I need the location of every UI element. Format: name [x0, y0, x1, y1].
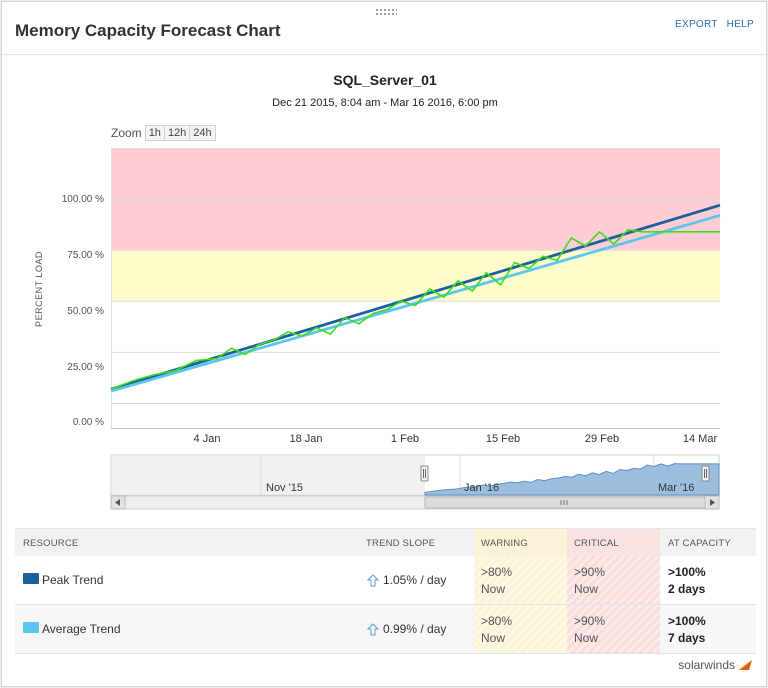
resource-name: Average Trend	[42, 622, 121, 636]
solarwinds-logo: solarwinds	[678, 658, 753, 672]
navigator-area	[424, 463, 720, 496]
col-critical: CRITICAL	[574, 538, 619, 549]
series-swatch	[23, 573, 39, 584]
critical-threshold: >90%	[574, 614, 606, 628]
capacity-time: 7 days	[668, 631, 706, 645]
scrollbar-thumb[interactable]	[424, 496, 706, 509]
x-tick-label: 4 Jan	[194, 433, 221, 445]
export-link[interactable]: EXPORT	[675, 19, 718, 30]
y-tick-label: 0.00 %	[73, 417, 104, 428]
navigator-label: Nov '15	[266, 482, 303, 494]
warning-cell	[474, 556, 567, 604]
capacity-value: >100% 2 days	[668, 564, 706, 598]
trend-slope-value: 0.99% / day	[383, 622, 447, 636]
critical-cell	[567, 556, 660, 604]
x-tick-label: 29 Feb	[585, 433, 619, 445]
trend-slope: 1.05% / day	[367, 573, 446, 587]
critical-time: Now	[574, 582, 599, 596]
arrow-right-icon	[710, 499, 715, 506]
warning-time: Now	[481, 631, 506, 645]
solarwinds-bird-icon	[738, 660, 752, 670]
col-warning: WARNING	[481, 538, 528, 549]
x-tick-label: 18 Jan	[289, 433, 322, 445]
critical-header-bg	[567, 529, 660, 556]
trend-slope: 0.99% / day	[367, 622, 446, 636]
series-swatch	[23, 622, 39, 633]
time-navigator[interactable]: Nov '15 Jan '16 Mar '16	[110, 454, 720, 496]
table-row: Average Trend 0.99% / day >80% Now >90% No…	[15, 605, 756, 654]
col-resource: RESOURCE	[23, 538, 79, 549]
navigator-mask	[111, 455, 425, 495]
trend-table: RESOURCE TREND SLOPE WARNING CRITICAL AT…	[15, 528, 756, 654]
resource-name: Peak Trend	[42, 573, 104, 587]
navigator-label: Jan '16	[464, 482, 499, 494]
navigator-label: Mar '16	[658, 482, 694, 494]
threshold-band	[111, 250, 720, 302]
zoom-controls: Zoom 1h 12h 24h	[111, 125, 216, 141]
critical-value: >90% Now	[574, 613, 605, 647]
threshold-band	[111, 239, 720, 251]
average-trend-line	[110, 214, 721, 393]
critical-cell	[567, 605, 660, 653]
threshold-band	[111, 148, 720, 240]
y-tick-label: 100.00 %	[62, 194, 104, 205]
zoom-label: Zoom	[111, 126, 142, 140]
panel-title: Memory Capacity Forecast Chart	[15, 21, 281, 40]
zoom-24h-button[interactable]: 24h	[189, 125, 216, 141]
table-header: RESOURCE TREND SLOPE WARNING CRITICAL AT…	[15, 528, 756, 556]
y-tick-label: 25.00 %	[67, 362, 104, 373]
warning-cell	[474, 605, 567, 653]
arrow-up-icon	[367, 573, 379, 586]
navigator-right-handle[interactable]	[701, 465, 710, 482]
warning-threshold: >80%	[481, 565, 513, 579]
warning-threshold: >80%	[481, 614, 513, 628]
x-tick-label: 14 Mar	[683, 433, 718, 445]
warning-value: >80% Now	[481, 564, 512, 598]
header-links: EXPORT HELP	[669, 19, 754, 30]
navigator-left-handle[interactable]	[420, 465, 429, 482]
warning-value: >80% Now	[481, 613, 512, 647]
x-tick-label: 1 Feb	[391, 433, 419, 445]
capacity-threshold: >100%	[668, 614, 706, 628]
forecast-chart: 100.00 % 75.00 % 50.00 % 25.00 % 0.00 % …	[34, 148, 721, 510]
trend-slope-value: 1.05% / day	[383, 573, 447, 587]
arrow-up-icon	[367, 622, 379, 635]
panel-header: Memory Capacity Forecast Chart EXPORT HE…	[2, 2, 766, 55]
arrow-left-icon	[115, 499, 120, 506]
y-tick-label: 50.00 %	[67, 306, 104, 317]
capacity-time: 2 days	[668, 582, 706, 596]
table-row: Peak Trend 1.05% / day >80% Now >90% Now >…	[15, 556, 756, 605]
y-tick-label: 75.00 %	[67, 250, 104, 261]
critical-threshold: >90%	[574, 565, 606, 579]
col-at-capacity: AT CAPACITY	[668, 538, 731, 549]
brand-name: solarwinds	[678, 658, 735, 672]
help-link[interactable]: HELP	[726, 19, 754, 30]
drag-handle-icon[interactable]	[375, 8, 397, 16]
warning-time: Now	[481, 582, 506, 596]
chart-title: SQL_Server_01	[333, 72, 437, 88]
capacity-value: >100% 7 days	[668, 613, 706, 647]
x-tick-label: 15 Feb	[486, 433, 520, 445]
capacity-threshold: >100%	[668, 565, 706, 579]
chart-subtitle: Dec 21 2015, 8:04 am - Mar 16 2016, 6:00…	[272, 97, 498, 109]
memory-load-line	[110, 229, 720, 390]
col-trend-slope: TREND SLOPE	[366, 538, 436, 549]
navigator-scrollbar[interactable]	[110, 495, 720, 510]
warning-header-bg	[474, 529, 567, 556]
critical-time: Now	[574, 631, 599, 645]
y-axis-title: PERCENT LOAD	[34, 251, 44, 327]
critical-value: >90% Now	[574, 564, 605, 598]
